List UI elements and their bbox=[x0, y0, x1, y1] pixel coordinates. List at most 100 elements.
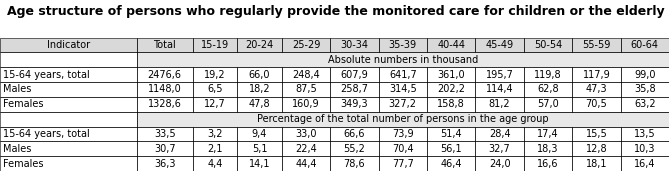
Bar bbox=[237, 127, 282, 141]
Bar bbox=[572, 82, 621, 97]
Bar bbox=[193, 127, 237, 141]
Text: 20-24: 20-24 bbox=[246, 40, 274, 50]
Bar bbox=[476, 141, 524, 156]
Bar bbox=[237, 97, 282, 112]
Bar bbox=[379, 82, 427, 97]
Bar bbox=[136, 82, 193, 97]
Bar bbox=[237, 38, 282, 52]
Bar bbox=[193, 38, 237, 52]
Text: 158,8: 158,8 bbox=[438, 99, 465, 109]
Bar bbox=[193, 156, 237, 171]
Text: 119,8: 119,8 bbox=[534, 70, 562, 80]
Text: 62,8: 62,8 bbox=[537, 84, 559, 95]
Text: 81,2: 81,2 bbox=[489, 99, 510, 109]
Bar bbox=[193, 141, 237, 156]
Text: Males: Males bbox=[3, 144, 31, 154]
Text: 56,1: 56,1 bbox=[440, 144, 462, 154]
Bar bbox=[524, 127, 572, 141]
Bar bbox=[136, 156, 193, 171]
Text: 1328,6: 1328,6 bbox=[148, 99, 182, 109]
Bar bbox=[524, 156, 572, 171]
Bar bbox=[237, 67, 282, 82]
Bar bbox=[524, 141, 572, 156]
Bar bbox=[282, 38, 330, 52]
Bar bbox=[379, 38, 427, 52]
Text: 160,9: 160,9 bbox=[292, 99, 320, 109]
Bar bbox=[193, 82, 237, 97]
Bar bbox=[379, 38, 427, 52]
Text: 28,4: 28,4 bbox=[489, 129, 510, 139]
Text: 607,9: 607,9 bbox=[341, 70, 368, 80]
Bar bbox=[476, 127, 524, 141]
Bar bbox=[621, 38, 669, 52]
Text: Percentage of the total number of persons in the age group: Percentage of the total number of person… bbox=[257, 114, 549, 124]
Bar bbox=[572, 67, 621, 82]
Bar bbox=[572, 141, 621, 156]
Bar bbox=[476, 127, 524, 141]
Text: 70,5: 70,5 bbox=[585, 99, 607, 109]
Bar bbox=[0, 141, 136, 156]
Bar bbox=[0, 97, 136, 112]
Bar bbox=[476, 38, 524, 52]
Bar bbox=[193, 127, 237, 141]
Bar bbox=[427, 97, 476, 112]
Bar bbox=[476, 156, 524, 171]
Bar bbox=[0, 82, 136, 97]
Bar bbox=[572, 38, 621, 52]
Text: 12,7: 12,7 bbox=[204, 99, 226, 109]
Text: 60-64: 60-64 bbox=[631, 40, 659, 50]
Text: 87,5: 87,5 bbox=[295, 84, 317, 95]
Bar bbox=[136, 97, 193, 112]
Bar bbox=[621, 127, 669, 141]
Bar bbox=[476, 67, 524, 82]
Bar bbox=[524, 82, 572, 97]
Bar bbox=[237, 156, 282, 171]
Bar bbox=[136, 156, 193, 171]
Bar bbox=[524, 82, 572, 97]
Bar bbox=[524, 67, 572, 82]
Bar bbox=[621, 67, 669, 82]
Text: 70,4: 70,4 bbox=[392, 144, 413, 154]
Bar bbox=[136, 38, 193, 52]
Text: 14,1: 14,1 bbox=[249, 159, 270, 169]
Text: 33,0: 33,0 bbox=[295, 129, 316, 139]
Text: 55,2: 55,2 bbox=[343, 144, 365, 154]
Bar bbox=[136, 52, 669, 67]
Text: 258,7: 258,7 bbox=[341, 84, 369, 95]
Text: 1148,0: 1148,0 bbox=[148, 84, 181, 95]
Bar bbox=[237, 127, 282, 141]
Text: 314,5: 314,5 bbox=[389, 84, 417, 95]
Bar bbox=[282, 97, 330, 112]
Bar bbox=[237, 156, 282, 171]
Text: 57,0: 57,0 bbox=[537, 99, 559, 109]
Text: Females: Females bbox=[3, 99, 44, 109]
Bar bbox=[193, 156, 237, 171]
Bar bbox=[330, 141, 379, 156]
Text: 17,4: 17,4 bbox=[537, 129, 559, 139]
Bar bbox=[136, 112, 669, 127]
Bar bbox=[621, 127, 669, 141]
Text: 50-54: 50-54 bbox=[534, 40, 562, 50]
Bar bbox=[476, 97, 524, 112]
Text: 641,7: 641,7 bbox=[389, 70, 417, 80]
Bar bbox=[427, 141, 476, 156]
Text: 32,7: 32,7 bbox=[489, 144, 510, 154]
Text: 15-19: 15-19 bbox=[201, 40, 229, 50]
Bar bbox=[621, 67, 669, 82]
Bar bbox=[572, 141, 621, 156]
Bar bbox=[0, 52, 136, 67]
Bar bbox=[0, 38, 136, 52]
Bar bbox=[379, 67, 427, 82]
Bar bbox=[330, 67, 379, 82]
Text: 77,7: 77,7 bbox=[392, 159, 413, 169]
Bar bbox=[621, 82, 669, 97]
Text: 16,6: 16,6 bbox=[537, 159, 559, 169]
Bar bbox=[427, 141, 476, 156]
Bar bbox=[0, 156, 136, 171]
Bar bbox=[0, 82, 136, 97]
Text: 9,4: 9,4 bbox=[252, 129, 267, 139]
Text: Females: Females bbox=[3, 159, 44, 169]
Text: 36,3: 36,3 bbox=[154, 159, 175, 169]
Bar bbox=[282, 141, 330, 156]
Bar bbox=[237, 97, 282, 112]
